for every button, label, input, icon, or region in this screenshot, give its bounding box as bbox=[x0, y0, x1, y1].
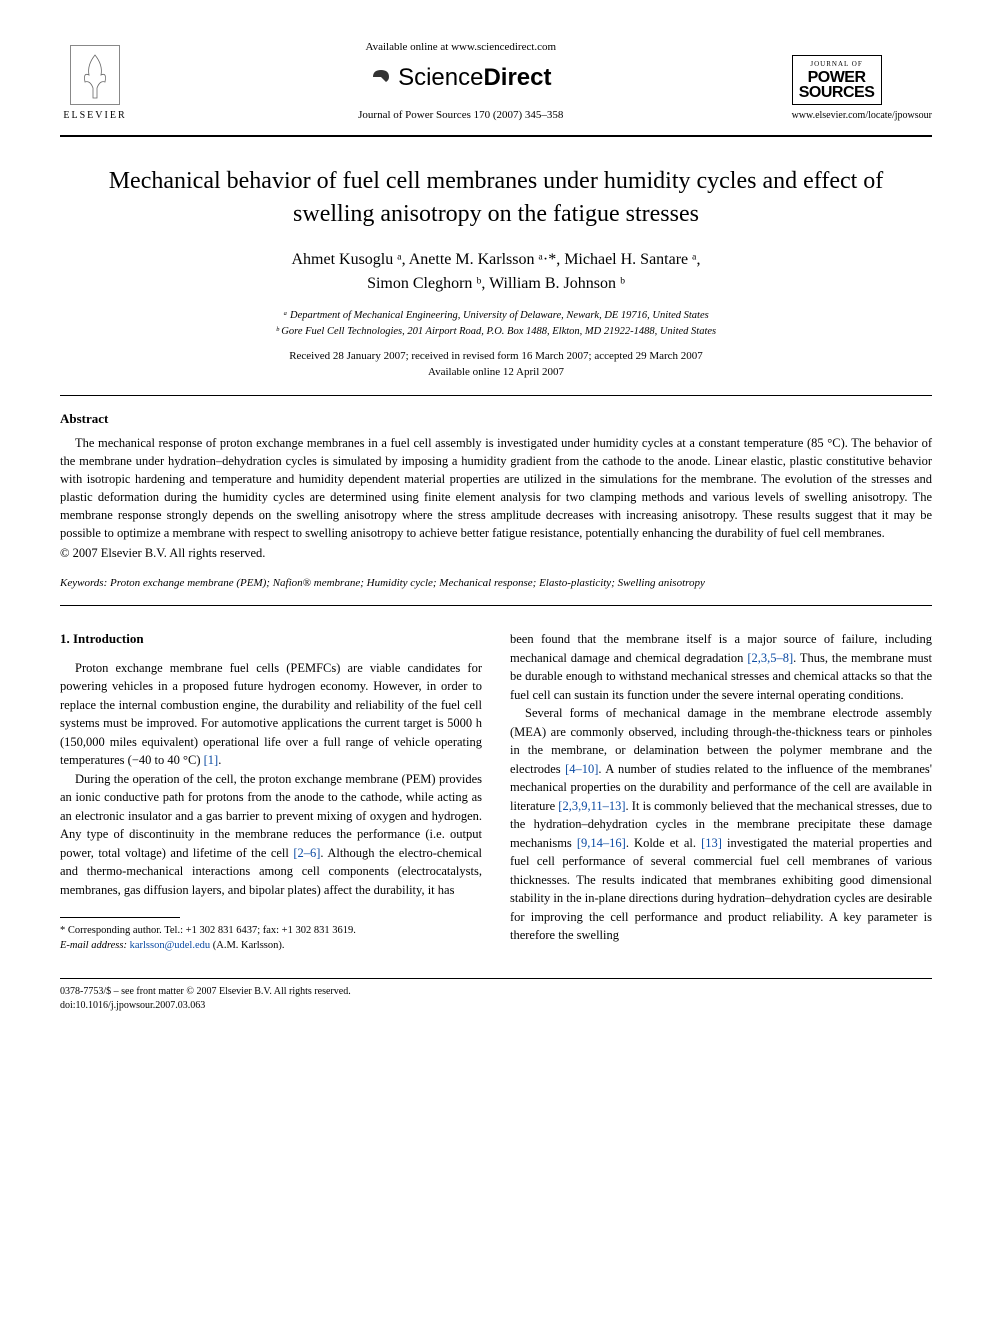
corr-email-line: E-mail address: karlsson@udel.edu (A.M. … bbox=[60, 939, 482, 954]
journal-big2: SOURCES bbox=[797, 85, 877, 100]
ref-2358[interactable]: [2,3,5–8] bbox=[747, 651, 793, 665]
column-left: 1. Introduction Proton exchange membrane… bbox=[60, 630, 482, 953]
footer-doi: doi:10.1016/j.jpowsour.2007.03.063 bbox=[60, 999, 932, 1013]
footer: 0378-7753/$ – see front matter © 2007 El… bbox=[60, 985, 932, 1013]
col1-para1: Proton exchange membrane fuel cells (PEM… bbox=[60, 659, 482, 770]
footer-separator bbox=[60, 978, 932, 979]
corr-author: * Corresponding author. Tel.: +1 302 831… bbox=[60, 924, 482, 939]
ref-2-6[interactable]: [2–6] bbox=[293, 846, 320, 860]
sciencedirect-logo: ScienceDirect bbox=[130, 61, 792, 96]
affil-a: ᵃ Department of Mechanical Engineering, … bbox=[60, 308, 932, 324]
ref-13[interactable]: [13] bbox=[701, 836, 722, 850]
ref-4-10[interactable]: [4–10] bbox=[565, 762, 598, 776]
journal-url: www.elsevier.com/locate/jpowsour bbox=[792, 109, 932, 123]
received-date: Received 28 January 2007; received in re… bbox=[60, 348, 932, 365]
affil-b: ᵇ Gore Fuel Cell Technologies, 201 Airpo… bbox=[60, 324, 932, 340]
abstract-body: The mechanical response of proton exchan… bbox=[60, 434, 932, 543]
section-1-heading: 1. Introduction bbox=[60, 630, 482, 648]
col1-para2: During the operation of the cell, the pr… bbox=[60, 770, 482, 900]
email-label: E-mail address: bbox=[60, 940, 127, 951]
authors: Ahmet Kusoglu ᵃ, Anette M. Karlsson ᵃ·*,… bbox=[60, 248, 932, 296]
sd-science: Science bbox=[398, 64, 483, 91]
corresponding-footnote: * Corresponding author. Tel.: +1 302 831… bbox=[60, 924, 482, 953]
ref-1[interactable]: [1] bbox=[204, 753, 219, 767]
rule-abstract-bottom bbox=[60, 605, 932, 606]
header-row: ELSEVIER Available online at www.science… bbox=[60, 40, 932, 123]
corr-email[interactable]: karlsson@udel.edu bbox=[130, 940, 211, 951]
keywords-label: Keywords: bbox=[60, 577, 107, 589]
keywords-text: Proton exchange membrane (PEM); Nafion® … bbox=[110, 577, 705, 589]
abstract-copyright: © 2007 Elsevier B.V. All rights reserved… bbox=[60, 545, 932, 563]
rule-abstract-top bbox=[60, 395, 932, 396]
elsevier-text: ELSEVIER bbox=[60, 109, 130, 123]
keywords: Keywords: Proton exchange membrane (PEM)… bbox=[60, 576, 932, 591]
journal-big1: POWER bbox=[797, 70, 877, 85]
sd-direct: Direct bbox=[483, 64, 551, 91]
abstract-heading: Abstract bbox=[60, 410, 932, 428]
rule-top bbox=[60, 135, 932, 137]
authors-line1: Ahmet Kusoglu ᵃ, Anette M. Karlsson ᵃ·*,… bbox=[291, 251, 700, 268]
authors-line2: Simon Cleghorn ᵇ, William B. Johnson ᵇ bbox=[367, 275, 625, 292]
available-online-text: Available online at www.sciencedirect.co… bbox=[130, 40, 792, 55]
online-date: Available online 12 April 2007 bbox=[60, 364, 932, 381]
affiliations: ᵃ Department of Mechanical Engineering, … bbox=[60, 308, 932, 340]
footnote-separator bbox=[60, 917, 180, 918]
corr-name: (A.M. Karlsson). bbox=[213, 940, 285, 951]
journal-logo-wrap: JOURNAL OF POWER SOURCES www.elsevier.co… bbox=[792, 55, 932, 123]
journal-citation: Journal of Power Sources 170 (2007) 345–… bbox=[130, 108, 792, 123]
footer-line1: 0378-7753/$ – see front matter © 2007 El… bbox=[60, 985, 932, 999]
elsevier-logo: ELSEVIER bbox=[60, 45, 130, 123]
body-columns: 1. Introduction Proton exchange membrane… bbox=[60, 630, 932, 953]
article-title: Mechanical behavior of fuel cell membran… bbox=[80, 165, 912, 230]
ref-914[interactable]: [9,14–16] bbox=[577, 836, 626, 850]
elsevier-tree-icon bbox=[70, 45, 120, 105]
col2-para2: Several forms of mechanical damage in th… bbox=[510, 704, 932, 945]
article-dates: Received 28 January 2007; received in re… bbox=[60, 348, 932, 381]
center-header: Available online at www.sciencedirect.co… bbox=[130, 40, 792, 123]
journal-logo: JOURNAL OF POWER SOURCES bbox=[792, 55, 882, 105]
column-right: been found that the membrane itself is a… bbox=[510, 630, 932, 953]
col2-para1: been found that the membrane itself is a… bbox=[510, 630, 932, 704]
ref-239[interactable]: [2,3,9,11–13] bbox=[558, 799, 625, 813]
